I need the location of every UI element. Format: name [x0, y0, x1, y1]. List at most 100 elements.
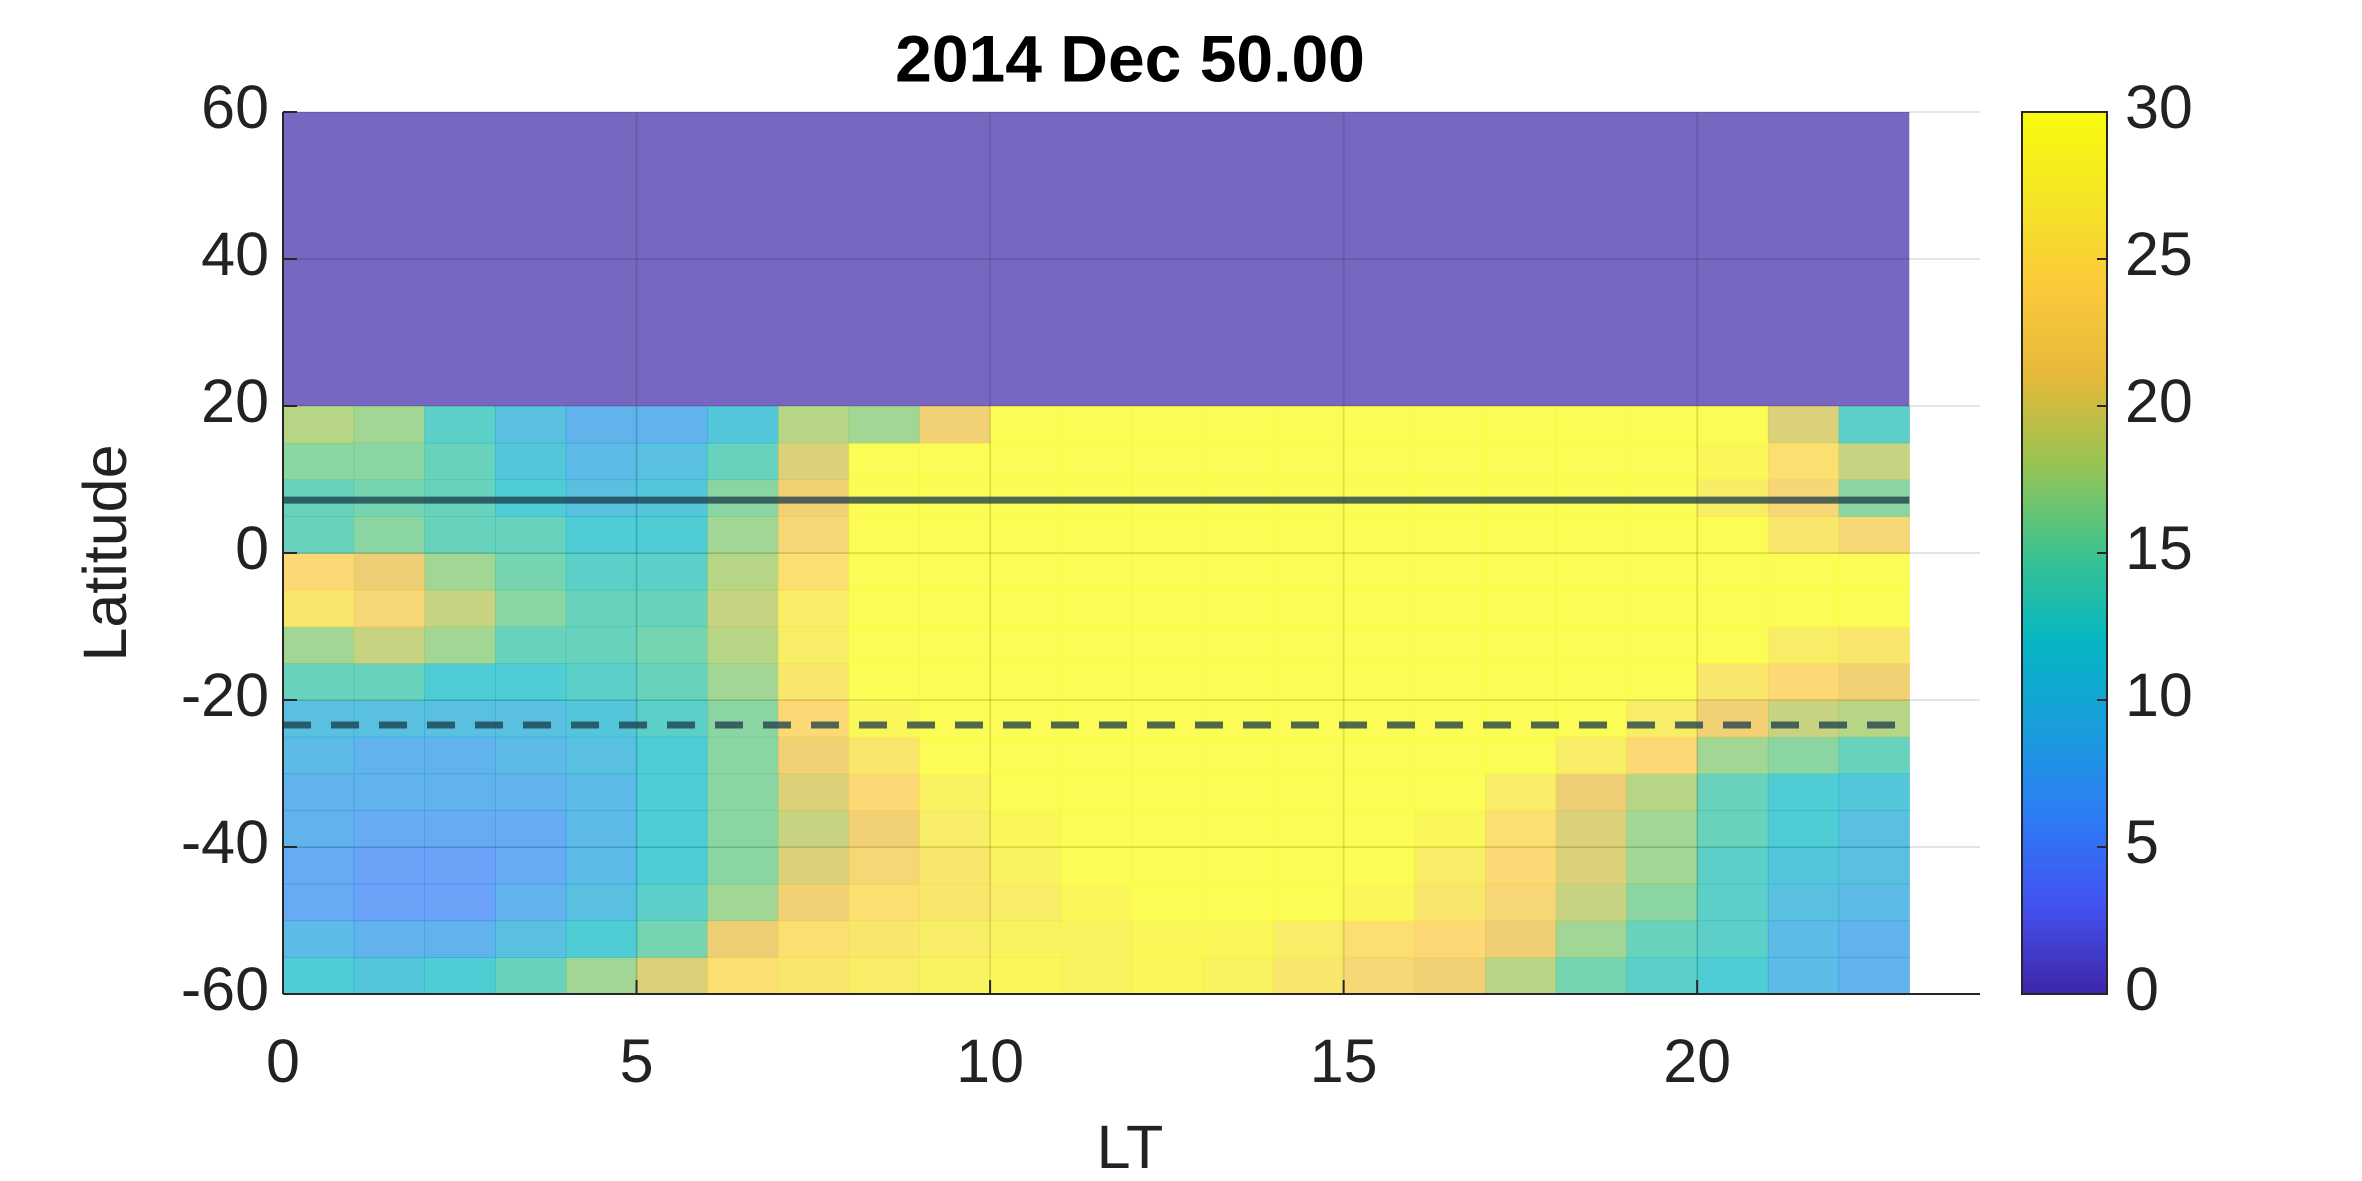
- heat-cell: [1131, 663, 1203, 701]
- heat-cell: [636, 406, 708, 444]
- heat-cell: [1767, 442, 1840, 481]
- heat-cell: [636, 700, 708, 738]
- heat-cell: [565, 736, 638, 775]
- heat-cell: [1343, 773, 1415, 811]
- heat-cell: [1343, 553, 1415, 591]
- heat-cell: [495, 516, 567, 554]
- heat-cell: [990, 810, 1062, 848]
- heat-cell: [707, 626, 779, 664]
- heat-cell: [565, 920, 638, 958]
- heat-cell: [1131, 589, 1203, 628]
- heat-cell: [565, 663, 638, 701]
- heat-cell: [848, 516, 920, 554]
- heat-cell: [636, 589, 708, 628]
- heat-cell: [1485, 847, 1557, 885]
- heat-cell: [1555, 589, 1628, 628]
- heat-cell: [1697, 663, 1769, 701]
- heat-cell: [848, 883, 920, 922]
- heat-cell: [1767, 663, 1840, 701]
- colorbar-tick-label: 25: [2125, 220, 2193, 288]
- heat-cell: [1202, 883, 1274, 922]
- heat-cell: [1555, 663, 1628, 701]
- heat-cell: [1697, 553, 1769, 591]
- heat-cell: [1343, 516, 1415, 554]
- heat-cell: [1060, 516, 1133, 554]
- heat-cell: [283, 406, 355, 444]
- heat-cell: [1485, 810, 1557, 848]
- heat-cell: [353, 663, 426, 701]
- heat-cell: [1414, 700, 1486, 738]
- heat-cell: [1202, 553, 1274, 591]
- heat-cell: [1626, 553, 1698, 591]
- heat-cell: [1838, 883, 1910, 922]
- heat-cell: [1414, 957, 1486, 995]
- heat-cell: [777, 920, 850, 958]
- heat-cell: [1202, 589, 1274, 628]
- heat-cell: [283, 516, 355, 554]
- heat-cell: [848, 957, 920, 995]
- heat-cell: [777, 847, 850, 885]
- heat-cell: [777, 883, 850, 922]
- heat-cell: [1838, 406, 1910, 444]
- heat-cell: [424, 736, 496, 775]
- heat-cell: [1343, 957, 1415, 995]
- heat-cell: [283, 920, 355, 958]
- heat-cell: [353, 516, 426, 554]
- heat-cell: [636, 553, 708, 591]
- heat-cell: [1202, 406, 1274, 444]
- heat-cell: [1131, 957, 1203, 995]
- heat-cell: [990, 736, 1062, 775]
- heat-cell: [1485, 553, 1557, 591]
- heat-cell: [990, 553, 1062, 591]
- heat-cell: [1131, 700, 1203, 738]
- heat-cell: [707, 883, 779, 922]
- heat-cell: [424, 663, 496, 701]
- heat-cell: [283, 553, 355, 591]
- heat-cell: [707, 406, 779, 444]
- heat-cell: [1131, 920, 1203, 958]
- heat-cell: [1060, 700, 1133, 738]
- heat-cell: [1838, 516, 1910, 554]
- heat-cell: [919, 626, 991, 664]
- heat-cell: [1202, 920, 1274, 958]
- heat-cell: [1131, 516, 1203, 554]
- heat-cell: [1626, 810, 1698, 848]
- heat-cell: [1343, 736, 1415, 775]
- heat-cell: [777, 773, 850, 811]
- colorbar-tick-label: 0: [2125, 955, 2159, 1023]
- heat-cell: [1626, 773, 1698, 811]
- x-tick-label: 10: [956, 1027, 1024, 1095]
- heat-cell: [1272, 773, 1345, 811]
- heat-cell: [495, 883, 567, 922]
- heat-cell: [1343, 442, 1415, 481]
- heat-cell: [565, 810, 638, 848]
- heat-cell: [424, 810, 496, 848]
- heat-cell: [1555, 700, 1628, 738]
- heat-cell: [283, 589, 355, 628]
- heat-cell: [495, 406, 567, 444]
- heat-cell: [1343, 810, 1415, 848]
- heat-cell: [919, 773, 991, 811]
- heat-cell: [1767, 736, 1840, 775]
- heat-cell: [565, 553, 638, 591]
- heat-cell: [990, 773, 1062, 811]
- x-axis-label: LT: [1097, 1113, 1164, 1181]
- heat-cell: [1131, 442, 1203, 481]
- heat-cell: [919, 516, 991, 554]
- heat-cell: [1202, 700, 1274, 738]
- heat-cell: [1343, 920, 1415, 958]
- heat-cell: [283, 663, 355, 701]
- heat-cell: [1485, 920, 1557, 958]
- heat-cell: [707, 442, 779, 481]
- heat-cell: [1414, 442, 1486, 481]
- heat-cell: [353, 773, 426, 811]
- heat-cell: [848, 847, 920, 885]
- heat-cell: [848, 442, 920, 481]
- heat-cell: [1060, 626, 1133, 664]
- heat-cell: [1202, 663, 1274, 701]
- heat-cell: [636, 920, 708, 958]
- heat-cell: [1343, 700, 1415, 738]
- heat-cell: [1555, 920, 1628, 958]
- heat-cell: [353, 810, 426, 848]
